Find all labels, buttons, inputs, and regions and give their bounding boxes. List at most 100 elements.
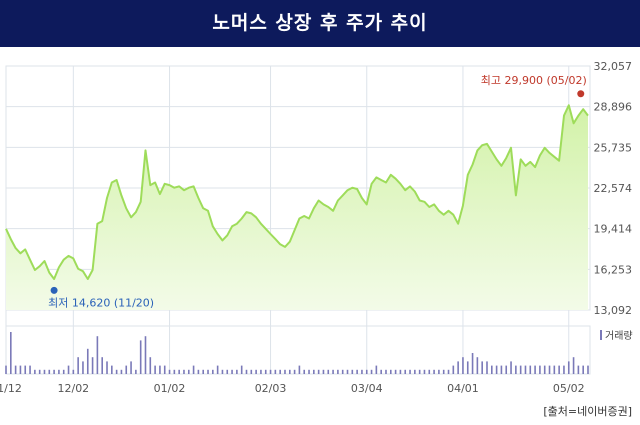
volume-bar [245,369,248,374]
page-title: 노머스 상장 후 주가 추이 [212,12,428,34]
volume-bar [260,369,262,374]
x-tick-label: 12/02 [57,382,89,395]
volume-bar [91,357,94,374]
y-tick-label: 13,092 [594,304,633,317]
volume-legend-label: 거래량 [605,330,633,342]
volume-bar [548,365,551,374]
volume-bar [423,369,426,374]
x-axis: 11/12 12/02 01/02 02/03 03/04 04/01 05/02 [0,382,585,395]
volume-bar [361,369,363,374]
volume-bar [29,365,31,374]
volume-bar [500,365,503,374]
volume-bar [303,369,306,374]
volume-bar [351,369,354,374]
volume-bar [317,369,320,374]
volume-bar [394,369,397,374]
volume-bar [34,369,36,374]
volume-bar [216,365,219,374]
volume-bar [380,369,382,374]
volume-bar [486,361,488,374]
volume-bar [313,369,315,374]
volume-bar [72,369,75,374]
volume-bar [139,340,142,374]
volume-bar [212,369,214,374]
y-tick-label: 32,057 [594,60,633,73]
volume-bar [178,369,180,374]
x-tick-label: 04/01 [447,382,479,395]
y-tick-label: 25,735 [594,141,633,154]
volume-bar [327,369,330,374]
x-tick-label: 02/03 [255,382,287,395]
volume-bar [322,369,325,374]
volume-bar [365,369,368,374]
volume-bar [115,369,118,374]
volume-bar [462,357,464,374]
volume-bar [404,369,407,374]
volume-bar [197,369,200,374]
volume-bar [577,365,580,374]
volume-bar [24,365,27,374]
volume-bar [587,365,589,374]
min-label: 최저 14,620 (11/20) [48,296,154,309]
volume-bar [62,369,65,374]
volume-bar [86,348,89,374]
volume-panel: 거래량 [5,325,633,375]
volume-bar [288,369,291,374]
volume-bar [399,369,402,374]
volume-bar [279,369,281,374]
volume-bar [308,369,310,374]
volume-bar [53,369,55,374]
volume-bar [370,369,373,374]
volume-bar [96,336,99,374]
volume-bar [149,357,152,374]
volume-bar [48,369,51,374]
volume-bar [524,365,527,374]
volume-bar [481,361,483,374]
volume-bar [375,365,378,374]
volume-bar [332,369,334,374]
volume-bar [135,369,137,374]
x-tick-label: 11/12 [0,382,22,395]
volume-bar [67,365,70,374]
y-tick-label: 16,253 [594,263,633,276]
max-marker [577,90,585,98]
volume-bar [269,369,272,374]
x-tick-label: 05/02 [553,382,585,395]
volume-bar [125,365,128,374]
volume-bar [505,365,508,374]
volume-bar [130,361,132,374]
volume-bar [428,369,431,374]
x-tick-label: 03/04 [351,382,383,395]
volume-bar [385,369,387,374]
volume-bar [250,369,253,374]
volume-bar [293,369,296,374]
volume-bar [582,365,584,374]
volume-bar [154,365,156,374]
volume-bar [240,365,243,374]
x-tick-label: 01/02 [154,382,186,395]
price-line [5,104,589,280]
volume-bar [82,361,84,374]
volume-bar [274,369,277,374]
volume-bar [77,357,79,374]
volume-bar [236,369,238,374]
volume-bar [452,365,455,374]
price-area-fill [6,105,588,310]
volume-bar [414,369,416,374]
volume-bar [553,365,556,374]
volume-bar [389,369,392,374]
volume-bar [442,369,445,374]
volume-bar [163,365,166,374]
volume-bar [231,369,233,374]
volume-bar [519,365,522,374]
volume-bar [284,369,286,374]
volume-bar [356,369,358,374]
volume-bar [491,365,493,374]
volume-bar [221,369,224,374]
volume-bar [346,369,349,374]
volume-bar [226,369,229,374]
volume-border [5,325,591,375]
volume-bar [418,369,421,374]
volume-bar [10,332,12,374]
